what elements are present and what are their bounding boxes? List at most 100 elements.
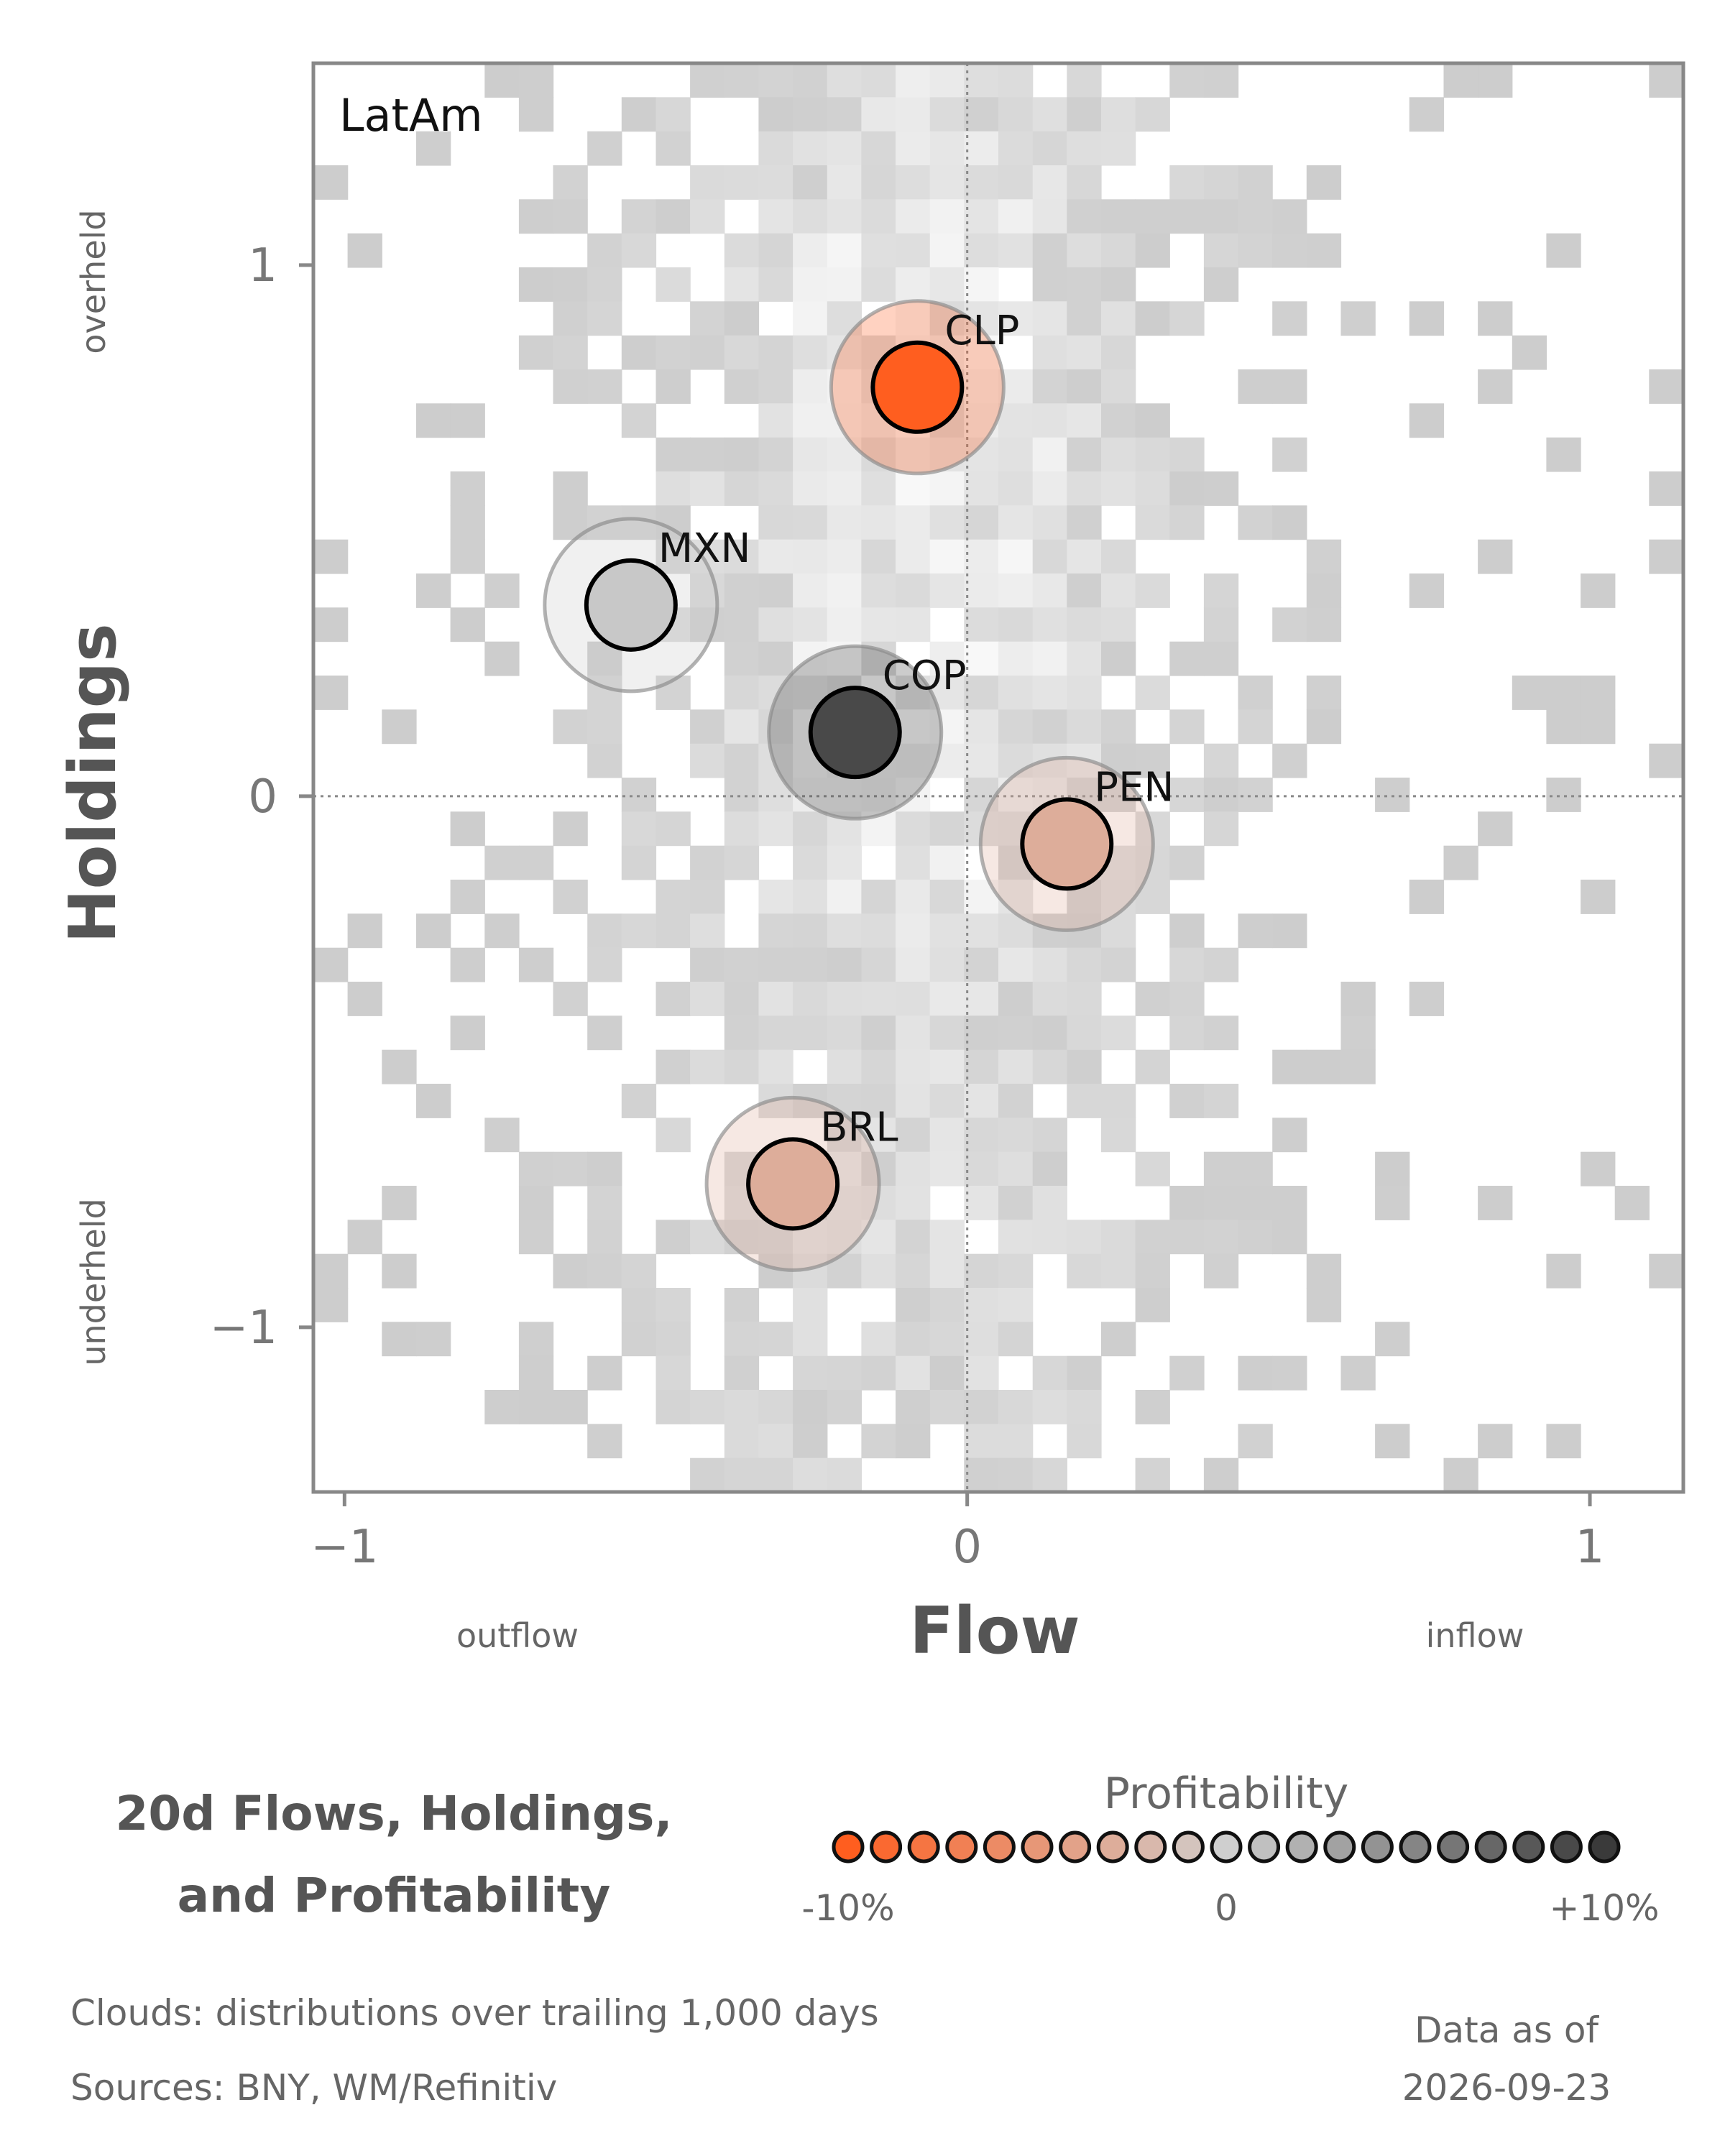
density-cell — [690, 335, 725, 370]
density-cell — [758, 709, 794, 745]
density-cell — [724, 471, 760, 506]
density-cell — [382, 1253, 417, 1289]
density-cell — [861, 505, 896, 540]
density-cell — [998, 539, 1034, 574]
density-cell — [724, 778, 760, 812]
density-cell — [861, 1322, 896, 1357]
density-cell — [793, 1457, 828, 1492]
density-cell — [518, 199, 554, 234]
density-cell — [758, 131, 794, 166]
density-cell — [1478, 539, 1513, 574]
density-cell — [929, 505, 965, 540]
density-cell — [1032, 573, 1067, 608]
density-cell — [1032, 982, 1067, 1016]
density-cell — [690, 199, 725, 234]
density-cell — [1272, 437, 1307, 472]
density-cell — [758, 982, 794, 1016]
density-cell — [1101, 1084, 1136, 1118]
density-cell — [587, 709, 622, 745]
legend-swatch — [1021, 1830, 1054, 1864]
density-cell — [1032, 1049, 1067, 1084]
density-cell — [793, 471, 828, 506]
density-cell — [587, 743, 622, 778]
density-cell — [896, 1355, 931, 1391]
density-cell — [861, 199, 896, 234]
density-cell — [656, 97, 691, 132]
density-cell — [484, 573, 520, 608]
panel-label: LatAm — [339, 89, 483, 142]
density-cell — [1409, 301, 1445, 336]
density-cell — [1032, 1118, 1067, 1153]
density-cell — [724, 709, 760, 745]
density-cell — [1067, 471, 1102, 506]
density-cell — [416, 1084, 451, 1118]
density-cell — [1409, 573, 1445, 608]
density-cell — [896, 505, 931, 540]
density-cell — [656, 199, 691, 234]
density-cell — [1272, 1049, 1307, 1084]
density-cell — [1101, 1322, 1136, 1357]
density-cell — [621, 1288, 657, 1322]
density-cell — [1340, 301, 1376, 336]
density-cell — [690, 301, 725, 336]
density-cell — [518, 1151, 554, 1187]
density-cell — [1581, 573, 1616, 608]
density-cell — [964, 505, 999, 540]
density-cell — [518, 335, 554, 370]
figure-title-line-2: and Profitability — [178, 1868, 611, 1923]
density-cell — [621, 1084, 657, 1118]
density-cell — [929, 1084, 965, 1118]
density-cell — [1581, 709, 1616, 745]
density-cell — [1067, 573, 1102, 608]
density-cell — [861, 131, 896, 166]
density-cell — [1340, 982, 1376, 1016]
density-cell — [1032, 1355, 1067, 1391]
density-cell — [416, 913, 451, 949]
density-cell — [621, 913, 657, 949]
density-cell — [758, 63, 794, 98]
density-cell — [518, 845, 554, 880]
density-cell — [964, 982, 999, 1016]
density-cell — [827, 267, 862, 302]
density-cell — [518, 947, 554, 982]
density-cell — [827, 1084, 862, 1118]
density-cell — [724, 607, 760, 642]
density-cell — [1306, 233, 1342, 268]
density-cell — [553, 982, 588, 1016]
density-cell — [964, 1118, 999, 1153]
density-cell — [450, 947, 485, 982]
density-cell — [1032, 437, 1067, 472]
density-cell — [1272, 1118, 1307, 1153]
density-cell — [1135, 301, 1170, 336]
density-cell — [929, 1151, 965, 1187]
density-cell — [758, 641, 794, 676]
legend-swatch — [1361, 1830, 1394, 1864]
density-cell — [1067, 199, 1102, 234]
density-cell — [313, 947, 349, 982]
legend-swatch — [1437, 1830, 1470, 1864]
density-cell — [998, 1118, 1034, 1153]
density-cell — [1067, 641, 1102, 676]
density-cell — [758, 437, 794, 472]
density-cell — [656, 267, 691, 302]
density-cell — [1203, 63, 1239, 98]
density-cell — [896, 1288, 931, 1322]
density-cell — [1203, 199, 1239, 234]
density-cell — [964, 471, 999, 506]
density-cell — [621, 233, 657, 268]
density-cell — [1238, 233, 1273, 268]
density-cell — [827, 199, 862, 234]
density-cell — [1340, 1015, 1376, 1051]
density-cell — [861, 471, 896, 506]
density-cell — [758, 743, 794, 778]
density-cell — [690, 63, 725, 98]
density-cell — [724, 811, 760, 847]
point-marker — [808, 686, 902, 780]
density-cell — [1203, 947, 1239, 982]
density-cell — [621, 1253, 657, 1289]
density-cell — [1238, 369, 1273, 404]
density-cell — [827, 131, 862, 166]
density-cell — [1272, 743, 1307, 778]
density-cell — [1546, 778, 1581, 812]
y-axis-ticks: 1 0 −1 — [210, 239, 313, 1355]
